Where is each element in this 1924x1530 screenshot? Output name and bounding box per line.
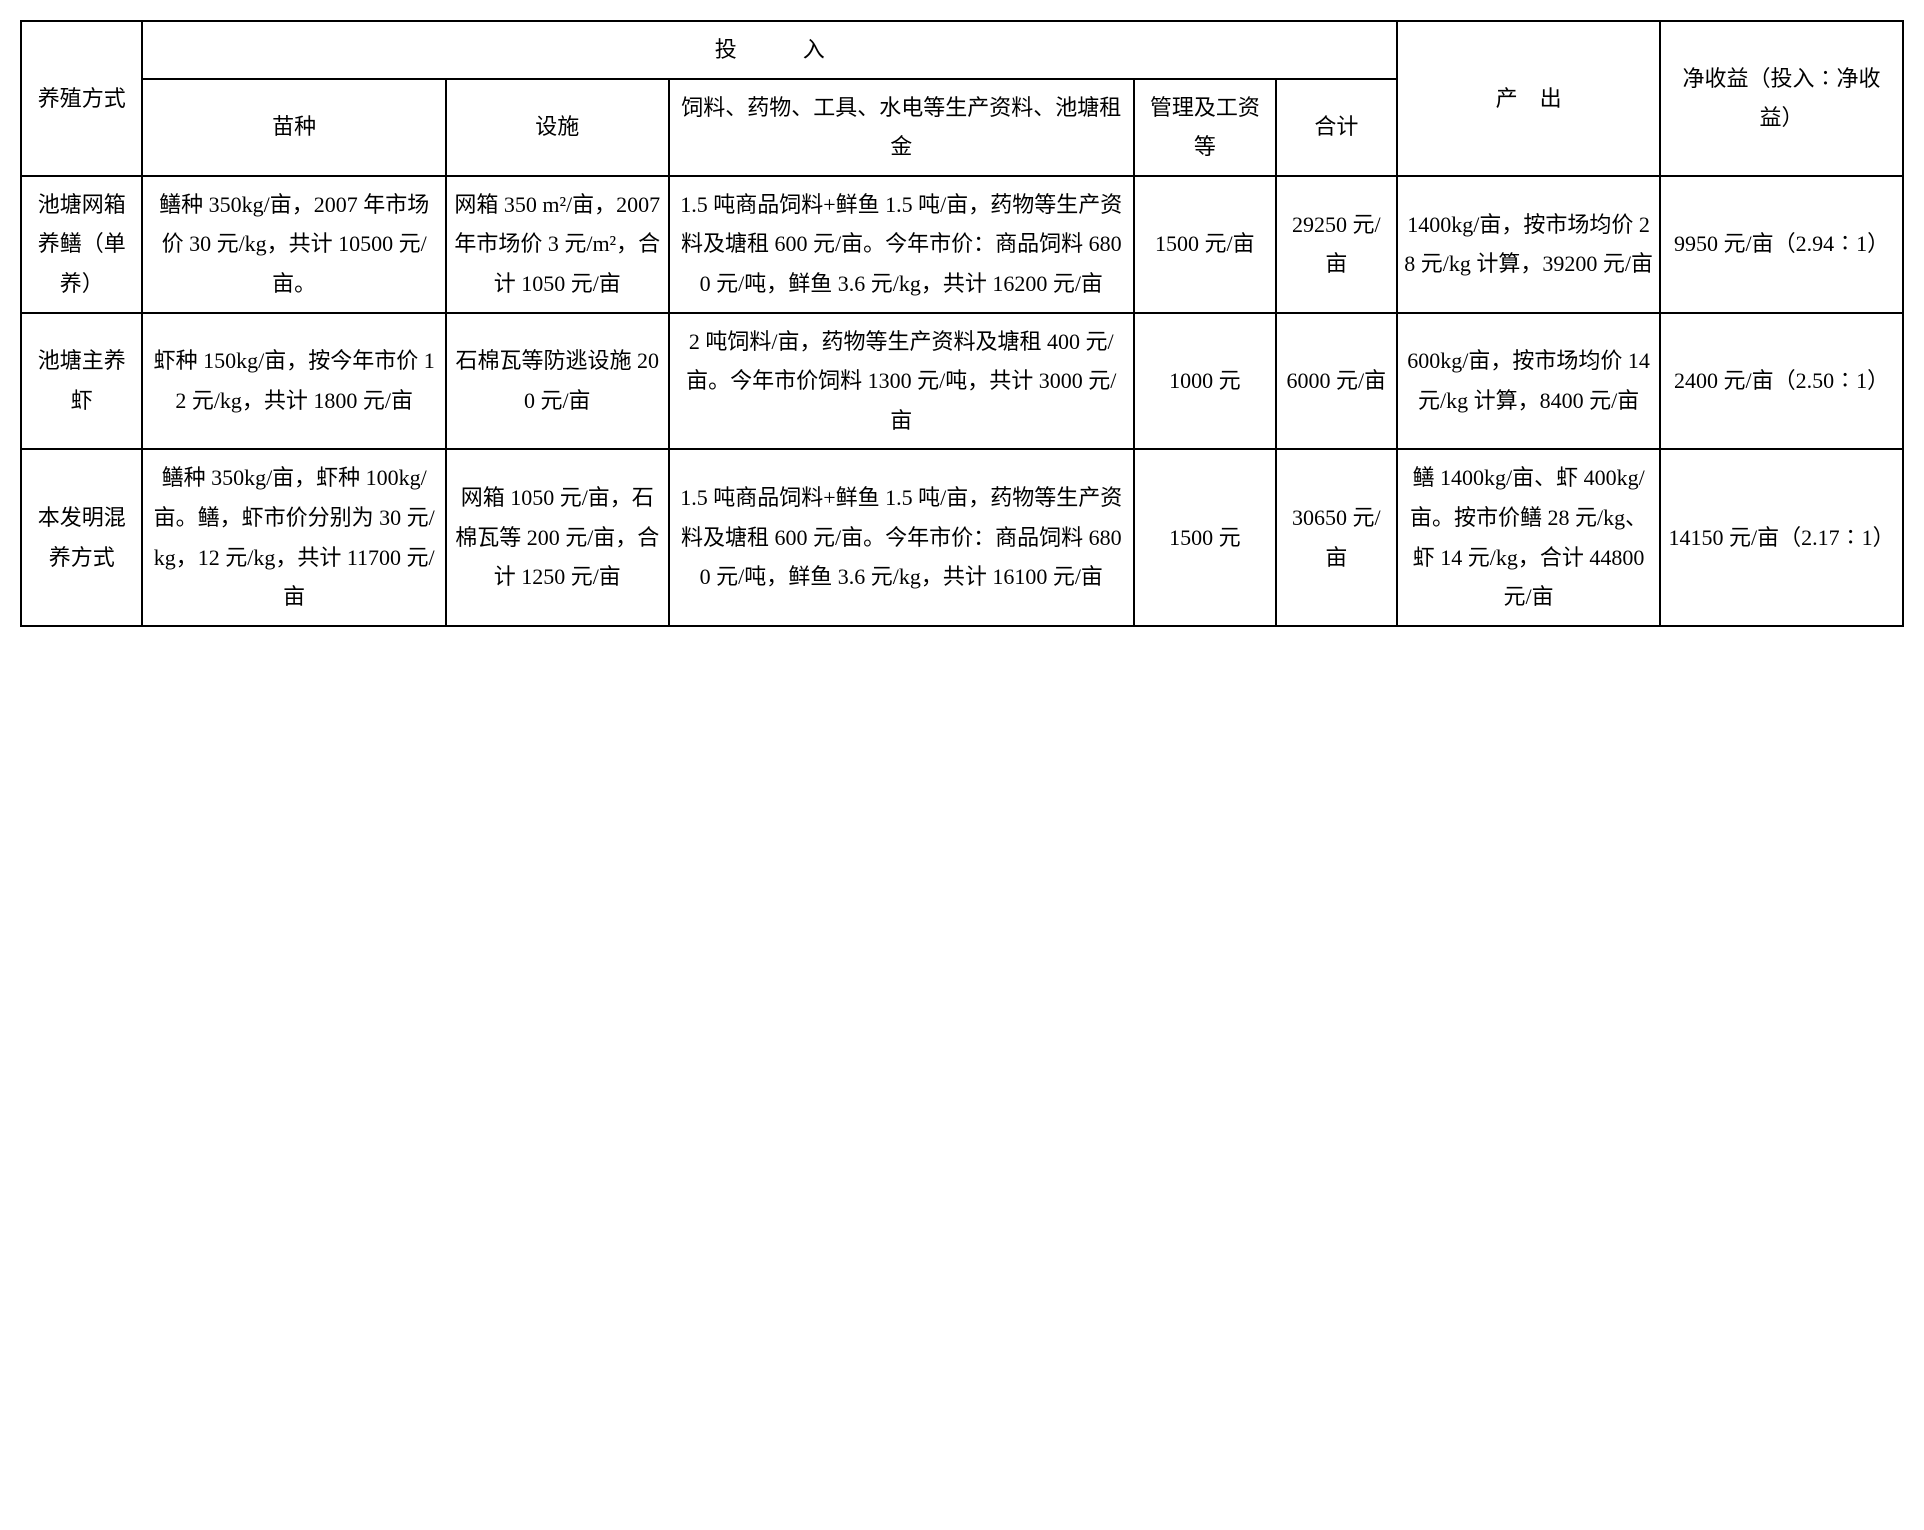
cell-management: 1500 元: [1134, 449, 1276, 625]
header-input-group: 投 入: [142, 21, 1397, 79]
cell-net-income: 14150 元/亩（2.17∶1）: [1660, 449, 1903, 625]
cell-facility: 网箱 350 m²/亩，2007 年市场价 3 元/m²，合计 1050 元/亩: [446, 176, 669, 313]
cell-output: 鳝 1400kg/亩、虾 400kg/亩。按市价鳝 28 元/kg、虾 14 元…: [1397, 449, 1660, 625]
header-facility: 设施: [446, 79, 669, 176]
cell-seed: 鳝种 350kg/亩，2007 年市场价 30 元/kg，共计 10500 元/…: [142, 176, 446, 313]
table-row: 池塘网箱养鳝（单养） 鳝种 350kg/亩，2007 年市场价 30 元/kg，…: [21, 176, 1903, 313]
cell-facility: 网箱 1050 元/亩，石棉瓦等 200 元/亩，合计 1250 元/亩: [446, 449, 669, 625]
cell-management: 1500 元/亩: [1134, 176, 1276, 313]
cell-facility: 石棉瓦等防逃设施 200 元/亩: [446, 313, 669, 450]
header-output: 产 出: [1397, 21, 1660, 176]
cell-seed: 鳝种 350kg/亩，虾种 100kg/亩。鳝，虾市价分别为 30 元/kg，1…: [142, 449, 446, 625]
header-method: 养殖方式: [21, 21, 142, 176]
cell-method: 本发明混养方式: [21, 449, 142, 625]
cell-output: 600kg/亩，按市场均价 14 元/kg 计算，8400 元/亩: [1397, 313, 1660, 450]
cell-output: 1400kg/亩，按市场均价 28 元/kg 计算，39200 元/亩: [1397, 176, 1660, 313]
aquaculture-comparison-table: 养殖方式 投 入 产 出 净收益（投入∶净收益） 苗种 设施 饲料、药物、工具、…: [20, 20, 1904, 627]
header-seed: 苗种: [142, 79, 446, 176]
table-row: 本发明混养方式 鳝种 350kg/亩，虾种 100kg/亩。鳝，虾市价分别为 3…: [21, 449, 1903, 625]
cell-method: 池塘网箱养鳝（单养）: [21, 176, 142, 313]
cell-method: 池塘主养虾: [21, 313, 142, 450]
header-feed: 饲料、药物、工具、水电等生产资料、池塘租金: [669, 79, 1134, 176]
cell-feed: 2 吨饲料/亩，药物等生产资料及塘租 400 元/亩。今年市价饲料 1300 元…: [669, 313, 1134, 450]
cell-seed: 虾种 150kg/亩，按今年市价 12 元/kg，共计 1800 元/亩: [142, 313, 446, 450]
cell-management: 1000 元: [1134, 313, 1276, 450]
cell-net-income: 2400 元/亩（2.50∶1）: [1660, 313, 1903, 450]
cell-total: 30650 元/亩: [1276, 449, 1397, 625]
header-row-1: 养殖方式 投 入 产 出 净收益（投入∶净收益）: [21, 21, 1903, 79]
header-net-income: 净收益（投入∶净收益）: [1660, 21, 1903, 176]
cell-total: 6000 元/亩: [1276, 313, 1397, 450]
table-row: 池塘主养虾 虾种 150kg/亩，按今年市价 12 元/kg，共计 1800 元…: [21, 313, 1903, 450]
header-management: 管理及工资等: [1134, 79, 1276, 176]
cell-total: 29250 元/亩: [1276, 176, 1397, 313]
cell-feed: 1.5 吨商品饲料+鲜鱼 1.5 吨/亩，药物等生产资料及塘租 600 元/亩。…: [669, 449, 1134, 625]
cell-net-income: 9950 元/亩（2.94∶1）: [1660, 176, 1903, 313]
header-total: 合计: [1276, 79, 1397, 176]
cell-feed: 1.5 吨商品饲料+鲜鱼 1.5 吨/亩，药物等生产资料及塘租 600 元/亩。…: [669, 176, 1134, 313]
